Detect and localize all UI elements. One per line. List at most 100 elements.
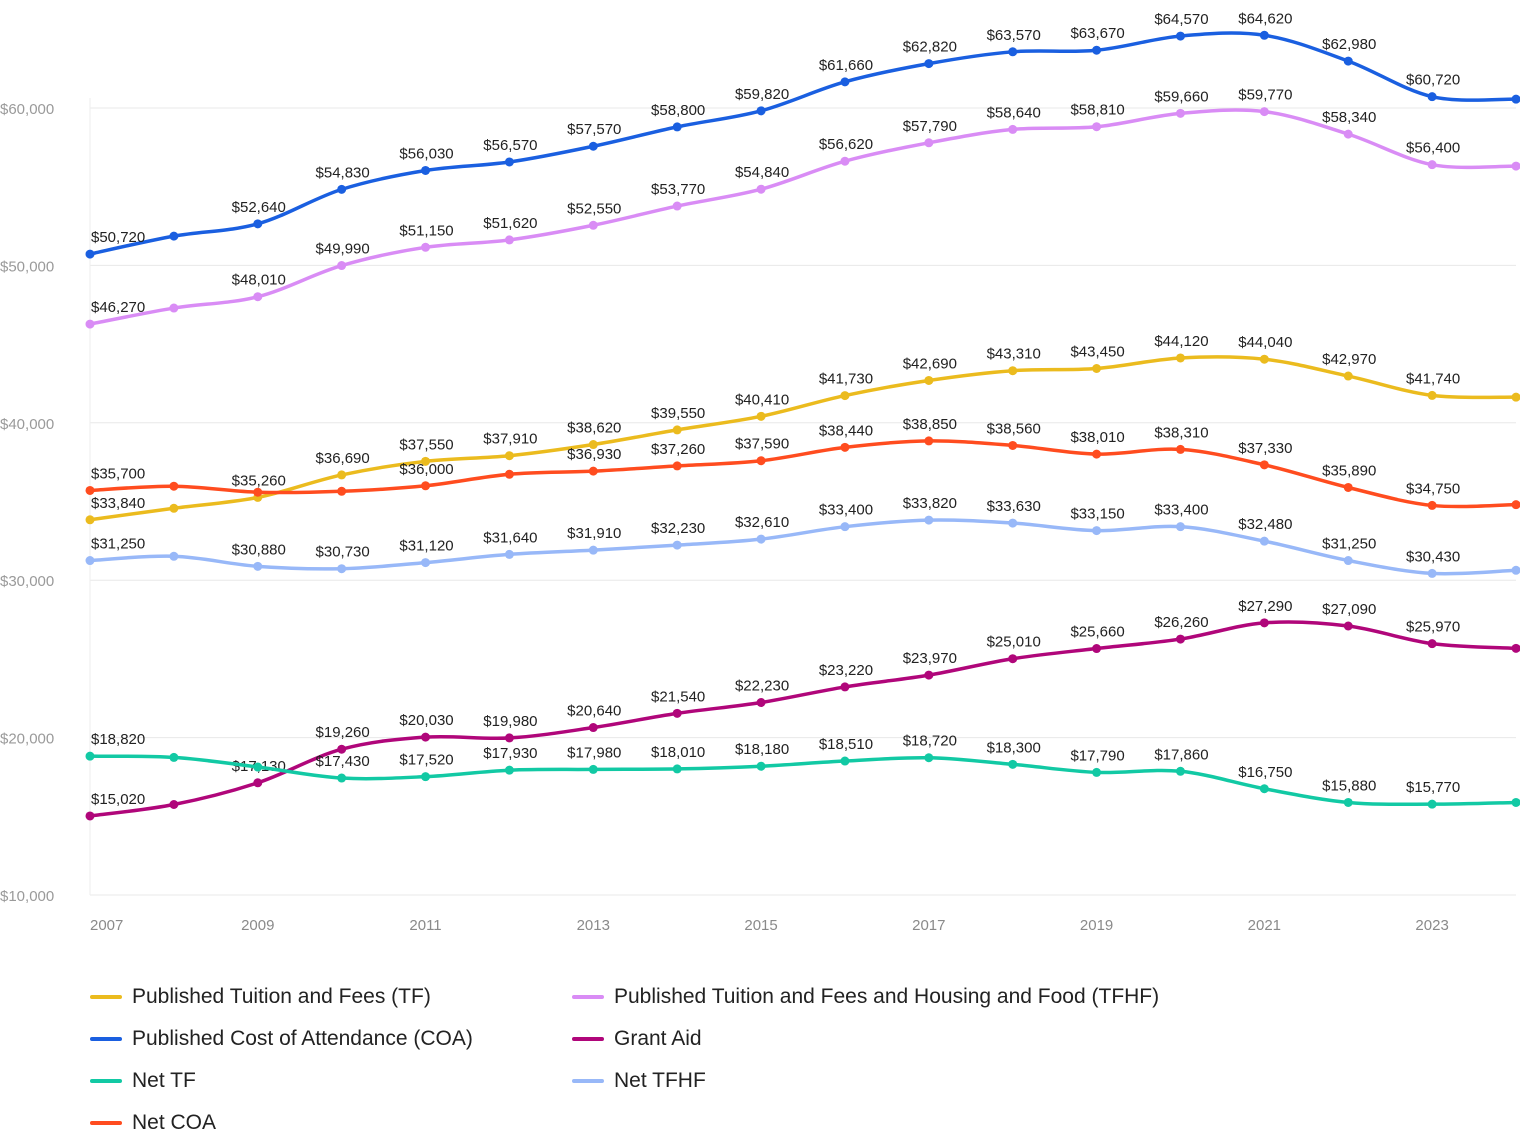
legend-label: Published Tuition and Fees (TF) xyxy=(132,985,431,1008)
data-point xyxy=(253,778,263,788)
data-point xyxy=(1008,124,1018,134)
data-label: $35,890 xyxy=(1322,462,1376,479)
data-point xyxy=(253,561,263,571)
data-point xyxy=(85,556,95,566)
data-point xyxy=(337,470,347,480)
data-point xyxy=(253,292,263,302)
x-tick-label: 2019 xyxy=(1080,917,1113,934)
legend-item[interactable]: Net TFHF xyxy=(572,1069,706,1093)
data-point xyxy=(756,534,766,544)
data-point xyxy=(1092,767,1102,777)
series-0: $33,840 $35,260 $36,690 $37,550 $37,910 $38,6… xyxy=(85,333,1520,525)
data-label: $31,250 xyxy=(91,536,145,553)
data-point xyxy=(504,733,514,743)
data-point xyxy=(169,231,179,241)
data-point xyxy=(756,697,766,707)
data-point xyxy=(1343,56,1353,66)
data-point xyxy=(1175,522,1185,532)
data-point xyxy=(1343,556,1353,566)
data-point xyxy=(1092,363,1102,373)
data-label: $31,120 xyxy=(399,538,453,555)
series-line xyxy=(88,108,1518,326)
legend-item[interactable]: Published Tuition and Fees (TF) xyxy=(90,985,431,1009)
data-label: $17,430 xyxy=(316,753,370,770)
data-point xyxy=(1511,565,1520,575)
data-point xyxy=(1008,366,1018,376)
legend-label: Net TFHF xyxy=(614,1069,706,1092)
data-point xyxy=(756,106,766,116)
data-point xyxy=(421,772,431,782)
data-point xyxy=(85,485,95,495)
data-label: $37,330 xyxy=(1238,440,1292,457)
data-label: $59,770 xyxy=(1238,87,1292,104)
data-point xyxy=(1427,639,1437,649)
data-point xyxy=(1259,618,1269,628)
data-point xyxy=(337,773,347,783)
data-label: $38,440 xyxy=(819,422,873,439)
data-point xyxy=(756,456,766,466)
data-label: $60,720 xyxy=(1406,72,1460,89)
data-point xyxy=(924,375,934,385)
data-label: $21,540 xyxy=(651,688,705,705)
series-4: $18,820 $17,430 $17,520 $17,930 $17,980 $18,0… xyxy=(85,731,1520,809)
x-tick-label: 2015 xyxy=(744,917,777,934)
data-label: $31,910 xyxy=(567,525,621,542)
data-point xyxy=(672,540,682,550)
data-point xyxy=(1427,390,1437,400)
data-point xyxy=(85,319,95,329)
legend-swatch xyxy=(572,1079,604,1083)
data-point xyxy=(588,466,598,476)
legend-item[interactable]: Net COA xyxy=(90,1111,216,1135)
y-tick-label: $20,000 xyxy=(0,731,54,748)
data-point xyxy=(1259,460,1269,470)
data-label: $63,570 xyxy=(987,27,1041,44)
legend-swatch xyxy=(90,1121,122,1125)
legend-item[interactable]: Net TF xyxy=(90,1069,196,1093)
data-label: $20,640 xyxy=(567,703,621,720)
data-point xyxy=(924,670,934,680)
series-line xyxy=(88,355,1518,522)
data-point xyxy=(756,411,766,421)
data-label: $64,620 xyxy=(1238,10,1292,27)
legend-item[interactable]: Grant Aid xyxy=(572,1027,702,1051)
data-label: $44,040 xyxy=(1238,334,1292,351)
data-point xyxy=(672,425,682,435)
legend-label: Published Cost of Attendance (COA) xyxy=(132,1027,473,1050)
data-point xyxy=(924,436,934,446)
data-point xyxy=(1427,568,1437,578)
data-label: $62,980 xyxy=(1322,36,1376,53)
data-label: $39,550 xyxy=(651,405,705,422)
data-label: $59,660 xyxy=(1154,88,1208,105)
x-tick-label: 2023 xyxy=(1415,917,1448,934)
data-point xyxy=(169,481,179,491)
data-point xyxy=(1511,94,1520,104)
data-label: $52,640 xyxy=(232,199,286,216)
data-label: $36,690 xyxy=(316,450,370,467)
data-label: $33,820 xyxy=(903,495,957,512)
x-tick-label: 2013 xyxy=(577,917,610,934)
legend-item[interactable]: Published Tuition and Fees and Housing a… xyxy=(572,985,1159,1009)
data-point xyxy=(588,723,598,733)
data-label: $56,620 xyxy=(819,136,873,153)
data-point xyxy=(1092,45,1102,55)
data-label: $36,000 xyxy=(399,461,453,478)
data-label: $62,820 xyxy=(903,39,957,56)
data-point xyxy=(85,515,95,525)
data-point xyxy=(1008,440,1018,450)
data-point xyxy=(672,764,682,774)
data-point xyxy=(504,451,514,461)
data-point xyxy=(840,756,850,766)
series-line xyxy=(88,754,1518,807)
data-point xyxy=(756,761,766,771)
data-point xyxy=(1511,797,1520,807)
data-label: $61,660 xyxy=(819,57,873,74)
data-label: $52,550 xyxy=(567,200,621,217)
data-label: $27,090 xyxy=(1322,601,1376,618)
data-point xyxy=(421,456,431,466)
x-tick-label: 2017 xyxy=(912,917,945,934)
data-point xyxy=(1259,30,1269,40)
legend-item[interactable]: Published Cost of Attendance (COA) xyxy=(90,1027,473,1051)
legend-swatch xyxy=(572,995,604,999)
series-5: $31,250 $30,880 $30,730 $31,120 $31,640 $31,9… xyxy=(85,495,1520,578)
data-point xyxy=(588,545,598,555)
